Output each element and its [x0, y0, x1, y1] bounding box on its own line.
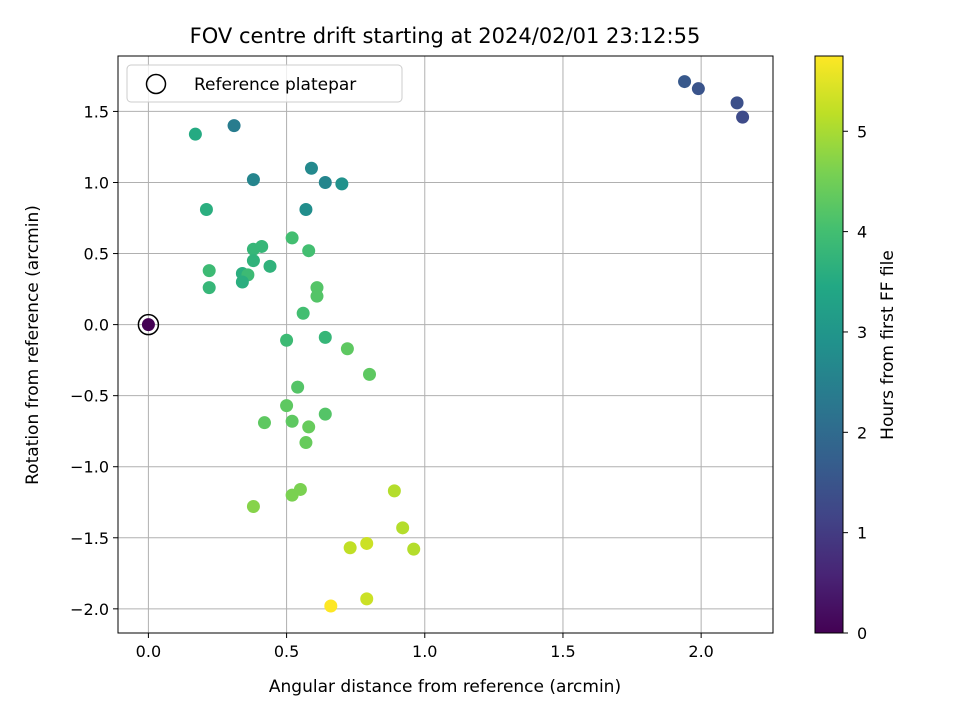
data-point — [280, 399, 294, 413]
y-tick-label: 1.5 — [84, 102, 109, 121]
axes-frame — [117, 55, 774, 634]
data-point — [736, 110, 750, 124]
data-point — [335, 177, 349, 191]
y-tick-label: −1.0 — [70, 458, 109, 477]
data-point — [318, 407, 332, 421]
data-point — [291, 380, 305, 394]
colorbar-tick-label: 4 — [857, 223, 867, 242]
data-points — [188, 75, 750, 613]
colorbar-tick-label: 5 — [857, 122, 867, 141]
data-point — [299, 202, 313, 216]
reference-ring — [137, 313, 160, 336]
data-point — [396, 521, 410, 535]
data-point — [310, 289, 324, 303]
data-point — [302, 244, 316, 258]
data-point — [407, 542, 421, 556]
data-point — [318, 330, 332, 344]
colorbar — [814, 55, 844, 634]
data-point — [304, 161, 318, 175]
data-point — [360, 536, 374, 550]
reference-point — [141, 318, 155, 332]
data-point — [202, 281, 216, 295]
data-point — [202, 264, 216, 278]
data-point — [343, 541, 357, 555]
data-point — [285, 414, 299, 428]
data-point — [235, 275, 249, 289]
y-tick-label: 0.0 — [84, 316, 109, 335]
data-point — [255, 239, 269, 253]
data-point — [246, 254, 260, 268]
data-point — [302, 420, 316, 434]
data-point — [296, 306, 310, 320]
y-tick-label: −0.5 — [70, 387, 109, 406]
data-point — [246, 173, 260, 187]
y-tick-label: 1.0 — [84, 173, 109, 192]
x-axis-ticks: 0.0 0.5 1.0 1.5 2.0 — [136, 633, 714, 661]
x-tick-label: 0.0 — [136, 642, 161, 661]
x-tick-label: 1.5 — [550, 642, 575, 661]
data-point — [730, 96, 744, 110]
y-tick-label: −1.5 — [70, 529, 109, 548]
data-point — [360, 592, 374, 606]
data-point — [257, 416, 271, 430]
data-point — [678, 75, 692, 89]
colorbar-tick-label: 2 — [857, 423, 867, 442]
legend-reference-marker — [145, 73, 167, 95]
data-point — [340, 342, 354, 356]
data-point — [293, 482, 307, 496]
legend-box — [126, 64, 403, 103]
data-point — [199, 202, 213, 216]
colorbar-tick-label: 0 — [857, 624, 867, 643]
data-point — [280, 333, 294, 347]
data-point — [387, 484, 401, 498]
data-point — [188, 127, 202, 141]
colorbar-tick-label: 1 — [857, 524, 867, 543]
chart-title: FOV centre drift starting at 2024/02/01 … — [190, 24, 701, 48]
data-point — [691, 82, 705, 96]
data-point — [246, 500, 260, 514]
colorbar-ticks: 0 1 2 3 4 5 — [843, 122, 867, 643]
data-point — [227, 119, 241, 133]
x-tick-label: 2.0 — [688, 642, 713, 661]
x-tick-label: 1.0 — [412, 642, 437, 661]
reference-marker — [137, 313, 160, 336]
legend: Reference platepar — [126, 64, 403, 103]
x-axis-label: Angular distance from reference (arcmin) — [269, 677, 621, 697]
y-axis-ticks: −2.0 −1.5 −1.0 −0.5 0.0 0.5 1.0 1.5 — [70, 102, 118, 619]
data-point — [285, 231, 299, 245]
x-tick-label: 0.5 — [274, 642, 299, 661]
data-point — [318, 175, 332, 189]
y-tick-label: −2.0 — [70, 600, 109, 619]
y-tick-label: 0.5 — [84, 245, 109, 264]
data-point — [324, 599, 338, 613]
colorbar-label: Hours from first FF file — [878, 250, 898, 440]
y-axis-label: Rotation from reference (arcmin) — [23, 205, 43, 485]
data-point — [362, 367, 376, 381]
colorbar-tick-label: 3 — [857, 323, 867, 342]
data-point — [299, 436, 313, 450]
legend-label: Reference platepar — [194, 75, 356, 95]
data-point — [263, 259, 277, 273]
